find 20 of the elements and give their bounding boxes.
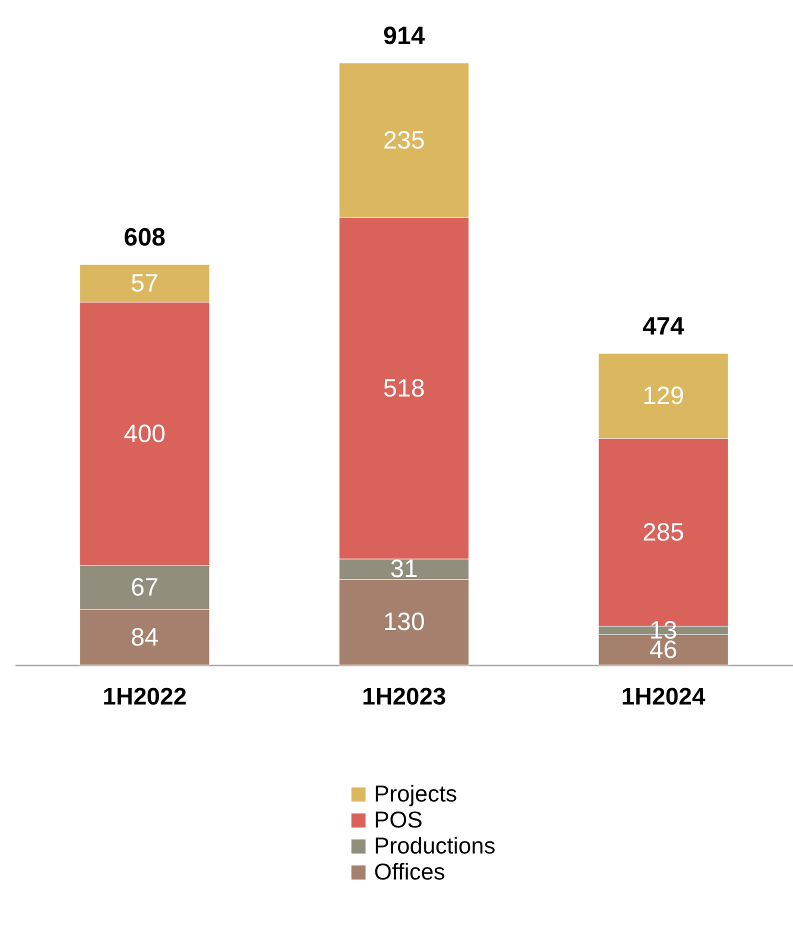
x-tick-label: 1H2023 — [362, 684, 446, 710]
data-label: 57 — [130, 269, 159, 298]
x-tick-label: 1H2024 — [621, 684, 706, 710]
total-label: 914 — [383, 22, 425, 50]
data-label: 130 — [383, 608, 425, 636]
data-label: 67 — [130, 574, 159, 602]
data-label: 31 — [390, 555, 418, 584]
total-label: 608 — [124, 224, 166, 252]
data-label: 285 — [642, 518, 684, 546]
data-label: 235 — [383, 126, 425, 154]
legend-label: Projects — [374, 780, 458, 806]
legend-label: Productions — [374, 832, 496, 858]
data-label: 518 — [383, 374, 425, 402]
legend-label: Offices — [374, 858, 446, 884]
x-tick-label: 1H2022 — [102, 684, 187, 710]
total-label: 474 — [642, 312, 684, 340]
data-label: 129 — [642, 382, 684, 410]
legend-label: POS — [374, 806, 423, 832]
data-label: 84 — [130, 623, 159, 652]
data-label: 400 — [124, 420, 166, 448]
